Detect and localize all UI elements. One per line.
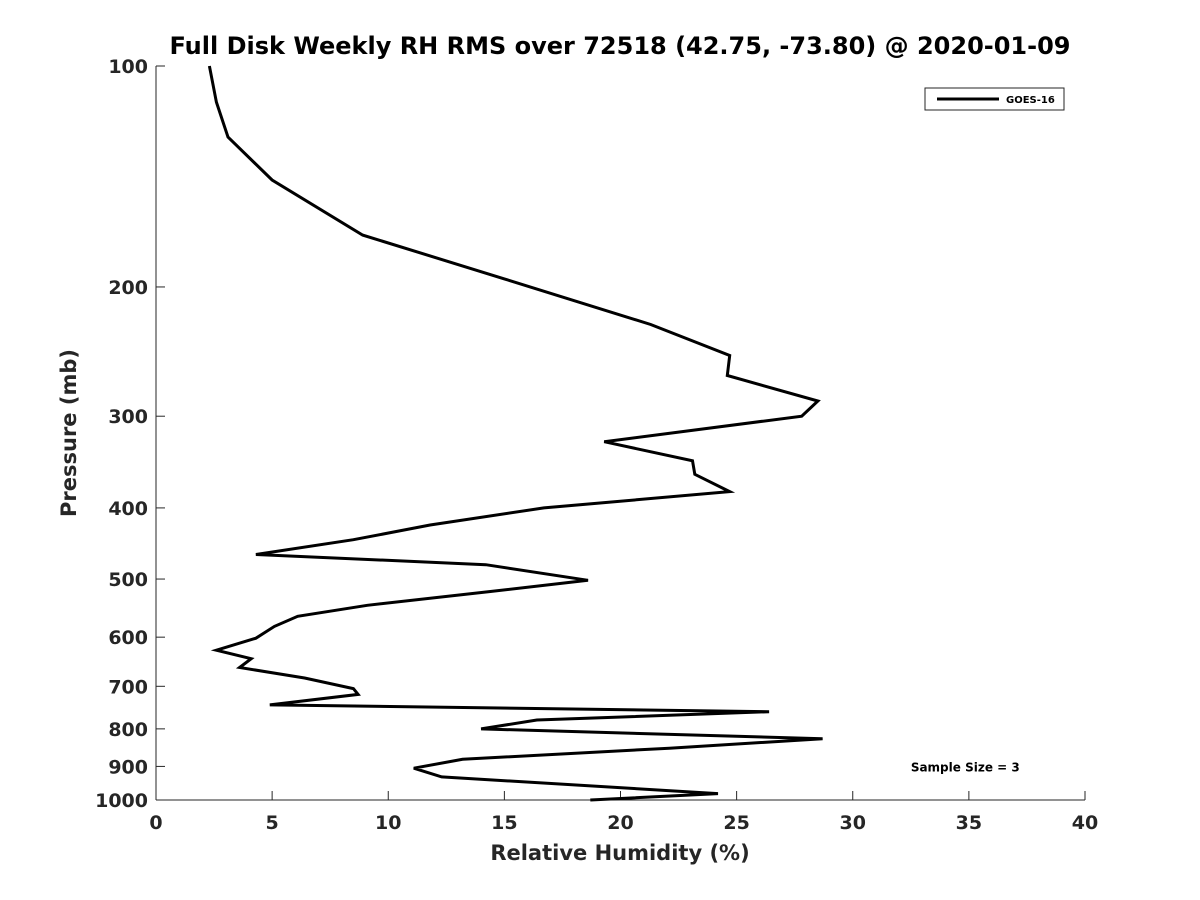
y-axis-label: Pressure (mb) [57, 349, 81, 517]
chart-title: Full Disk Weekly RH RMS over 72518 (42.7… [169, 32, 1070, 60]
legend-entry-label: GOES-16 [1006, 95, 1055, 106]
y-ticks-group: 100 200 300 400 500 600 700 800 900 1000 [95, 56, 165, 812]
series-group [207, 65, 823, 802]
x-tick-label: 10 [375, 812, 401, 834]
y-tick-label: 400 [108, 498, 148, 520]
annotations-group: Sample Size = 3 [911, 760, 1020, 774]
y-tick-label: 100 [108, 56, 148, 78]
annotation-sample-size: Sample Size = 3 [911, 760, 1020, 774]
x-tick-label: 0 [149, 812, 162, 834]
legend: GOES-16 [924, 87, 1065, 111]
y-tick-label: 700 [108, 676, 148, 698]
y-tick-label: 500 [108, 569, 148, 591]
x-tick-label: 40 [1072, 812, 1098, 834]
x-tick-label: 20 [607, 812, 633, 834]
y-tick-label: 200 [108, 277, 148, 299]
x-tick-label: 35 [956, 812, 982, 834]
y-tick-label: 300 [108, 406, 148, 428]
y-tick-label: 800 [108, 719, 148, 741]
x-tick-label: 25 [723, 812, 749, 834]
x-axis-label: Relative Humidity (%) [490, 841, 749, 865]
y-tick-label: 600 [108, 627, 148, 649]
x-ticks-group: 0 5 10 15 20 25 30 35 40 [149, 791, 1098, 834]
x-tick-label: 15 [491, 812, 517, 834]
y-tick-label: 1000 [95, 790, 148, 812]
y-tick-label: 900 [108, 756, 148, 778]
x-tick-label: 30 [840, 812, 866, 834]
series-line-goes-16 [207, 65, 823, 802]
x-tick-label: 5 [266, 812, 279, 834]
